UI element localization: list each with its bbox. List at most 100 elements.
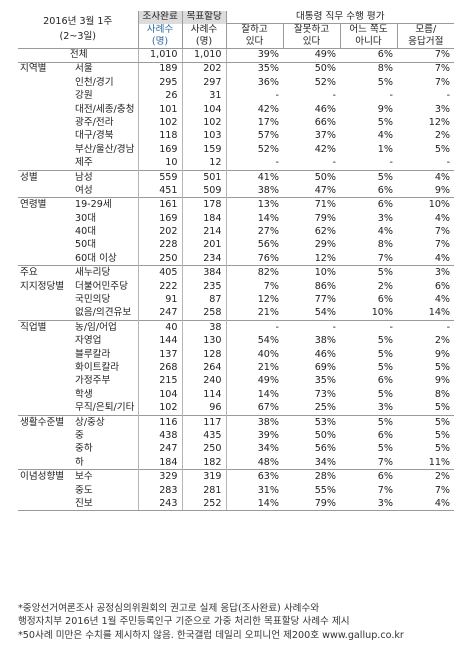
- row-n: 26: [137, 89, 183, 103]
- row-target: 12: [181, 156, 227, 171]
- row-good: 21%: [225, 361, 284, 375]
- table-row: 중 438 435 39% 50% 6% 5%: [18, 429, 454, 443]
- eval-dontknow-line2: 응답거절: [408, 36, 444, 48]
- group-label: [18, 456, 69, 470]
- table-row: 가정주부 215 240 49% 35% 6% 9%: [18, 374, 454, 388]
- row-n: 102: [137, 116, 183, 130]
- row-label: 국민의당: [75, 294, 111, 306]
- row-good: 76%: [225, 251, 284, 266]
- row-good: 63%: [225, 469, 284, 484]
- row-good: 41%: [225, 169, 284, 185]
- row-n: 169: [137, 142, 183, 157]
- row-target: 509: [181, 184, 227, 198]
- row-good: -: [225, 89, 284, 103]
- row-good: -: [225, 319, 284, 335]
- group-label: [18, 103, 69, 116]
- total-target: 1,010: [181, 48, 227, 63]
- row-n: 101: [137, 102, 183, 117]
- header-completed-sub: 사례수: [137, 23, 183, 36]
- footnote-2: 행정자치부 2016년 1월 주민등록인구 기준으로 가중 처리한 목표할당 사…: [18, 616, 350, 627]
- table-row: 여성 451 509 38% 47% 6% 9%: [18, 184, 454, 198]
- row-neither: 3%: [377, 212, 394, 224]
- group-label: [18, 252, 69, 266]
- row-bad: 47%: [314, 184, 337, 196]
- row-neither: 5%: [377, 116, 394, 128]
- row-target: 202: [181, 62, 227, 76]
- row-n: 137: [137, 347, 183, 362]
- header-eval-neither: 어느 쪽도 아니다: [339, 23, 398, 49]
- row-label: 새누리당: [69, 265, 139, 280]
- table-row: 이념성향별 보수 329 319 63% 28% 6% 2%: [18, 469, 455, 484]
- group-label: 지역별: [18, 62, 69, 76]
- row-dontknow: 5%: [397, 414, 455, 430]
- row-good: 34%: [225, 442, 284, 456]
- row-bad: 66%: [314, 116, 337, 128]
- row-bad: -: [283, 319, 341, 335]
- row-good: 52%: [225, 142, 284, 157]
- row-n: 243: [137, 497, 183, 512]
- header-eval-bad: 잘못하고 있다: [282, 23, 341, 49]
- footnote-1: *중앙선거여론조사 공정심의위원회의 권고로 실제 응답(조사완료) 사례수와: [18, 603, 320, 614]
- row-label: 제주: [75, 157, 93, 169]
- row-label: 대구/경북: [75, 130, 114, 142]
- row-label: 학생: [75, 388, 93, 400]
- row-label: 보수: [69, 469, 139, 484]
- row-label: 없음/의견유보: [75, 307, 132, 319]
- row-dontknow: 5%: [434, 443, 451, 455]
- row-neither: 5%: [377, 335, 394, 347]
- row-good: 13%: [225, 197, 284, 212]
- row-dontknow: 4%: [434, 212, 451, 224]
- row-label: 40대: [75, 226, 97, 238]
- row-label: 블루칼라: [75, 348, 111, 360]
- header-row-3: (명) (명): [18, 35, 454, 49]
- row-target: 435: [181, 429, 227, 443]
- header-target-unit: (명): [181, 35, 227, 49]
- row-dontknow: 4%: [434, 294, 451, 306]
- row-bad: -: [332, 157, 337, 169]
- row-target: 159: [181, 142, 227, 157]
- row-good: 38%: [225, 414, 284, 430]
- row-target: 501: [181, 169, 227, 185]
- row-n: 228: [137, 238, 183, 252]
- total-label: 전체: [18, 48, 139, 63]
- row-bad: 50%: [314, 429, 337, 441]
- row-label: 서울: [75, 63, 93, 75]
- survey-date: 2016년 3월 1주: [43, 16, 113, 28]
- total-neither: 6%: [340, 48, 398, 63]
- row-neither: 4%: [377, 130, 394, 142]
- row-label: 광주/전라: [75, 116, 114, 128]
- group-label: 생활수준별: [18, 414, 69, 430]
- group-name: 직업별: [20, 321, 47, 333]
- table-row: 직업별 농/임/어업 40 38- - - -: [18, 319, 455, 335]
- row-n: 247: [137, 306, 183, 321]
- header-eval-title: 대통령 직무 수행 평가: [225, 11, 455, 24]
- row-dontknow: 6%: [434, 280, 451, 292]
- row-neither: 4%: [377, 226, 394, 238]
- row-dontknow: 7%: [434, 76, 451, 88]
- row-neither: 5%: [377, 443, 394, 455]
- row-neither: 7%: [377, 484, 394, 496]
- row-n: 250: [137, 251, 183, 266]
- row-neither: 7%: [377, 252, 394, 264]
- group-label: [18, 76, 69, 89]
- total-n: 1,010: [137, 48, 183, 63]
- row-bad: 29%: [314, 239, 337, 251]
- row-neither: 5%: [377, 361, 394, 373]
- table-row: 학생 104 114 14% 73% 5% 8%: [18, 387, 454, 402]
- row-bad: 12%: [314, 252, 337, 264]
- group-label: [18, 293, 69, 306]
- group-label: [18, 388, 69, 401]
- table-row: 60대 이상 250 234 76% 12% 7% 4%: [18, 251, 454, 266]
- row-n: 329: [137, 469, 183, 484]
- row-target: 319: [181, 469, 227, 484]
- table-row: 중하 247 250 34% 56% 5% 5%: [18, 442, 454, 456]
- group-label: [18, 497, 69, 512]
- row-n: 184: [137, 455, 183, 470]
- row-label: 화이트칼라: [75, 361, 120, 373]
- row-target: 130: [181, 334, 227, 348]
- row-dontknow: 2%: [434, 130, 451, 142]
- row-good: 17%: [225, 116, 284, 130]
- eval-bad-line1: 잘못하고: [293, 23, 330, 35]
- row-good: 7%: [225, 279, 284, 294]
